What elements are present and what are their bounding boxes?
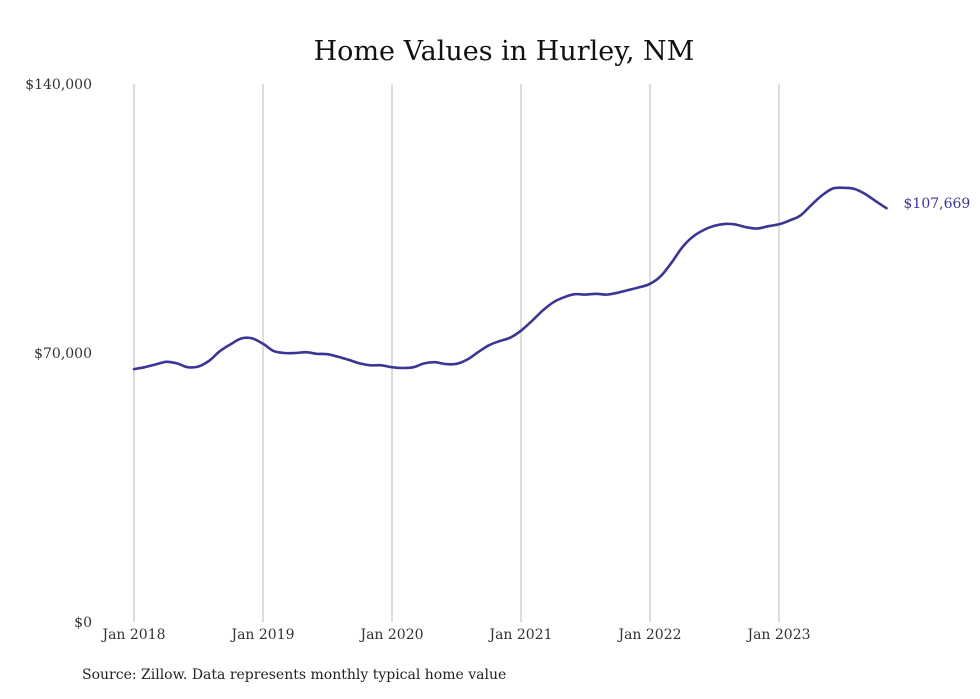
chart-title: Home Values in Hurley, NM	[314, 36, 695, 67]
series-line	[132, 186, 888, 371]
y-tick-label: $0	[74, 615, 92, 631]
source-note: Source: Zillow. Data represents monthly …	[82, 667, 507, 683]
x-tick-label: Jan 2023	[745, 627, 810, 643]
y-tick-label: $140,000	[25, 77, 92, 93]
series-end-label: $107,669	[904, 196, 971, 212]
gridlines	[133, 84, 780, 622]
x-axis-ticks: Jan 2018 Jan 2019 Jan 2020 Jan 2021 Jan 2022…	[100, 627, 810, 643]
x-tick-label: Jan 2020	[358, 627, 423, 643]
x-tick-label: Jan 2019	[229, 627, 294, 643]
x-tick-label: Jan 2022	[616, 627, 681, 643]
x-tick-label: Jan 2018	[100, 627, 165, 643]
y-axis-ticks: $140,000 $70,000 $0	[25, 77, 92, 631]
x-tick-label: Jan 2021	[487, 627, 552, 643]
series-layer: $107,669	[132, 186, 971, 371]
y-tick-label: $70,000	[34, 346, 92, 362]
